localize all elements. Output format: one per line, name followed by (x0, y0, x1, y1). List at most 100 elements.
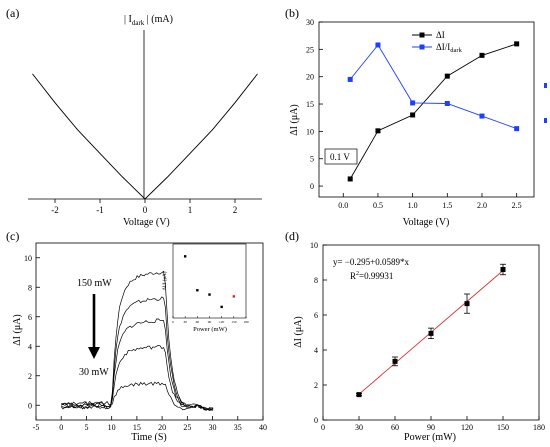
panel-d-xtick-label: 30 (355, 423, 363, 432)
panel-b-xlabel: Voltage (V) (403, 217, 450, 228)
panel-d: (d) 0 30 60 90 120 150 180 0 2 4 6 8 10 ΔI (μA) Powe… (285, 229, 545, 443)
panel-a: (a) | Idark | (mA) -2 -1 0 1 2 Voltage (V) (6, 6, 262, 228)
inset-xlabel: Power (mW) (193, 326, 227, 333)
panel-d-point (392, 358, 398, 364)
panel-d-ylabel: ΔI (μA) (293, 316, 304, 348)
panel-b-annotation-box (324, 148, 358, 165)
inset-point (183, 255, 187, 258)
inset-point (220, 305, 223, 309)
panel-b-right-axis-marks (544, 83, 547, 123)
panel-b-ytick-label: 20 (306, 73, 314, 82)
panel-d-xtick-label: 0 (321, 423, 325, 432)
panel-b-annotation: 0.1 V (330, 152, 350, 162)
panel-c-annotation-150: 150 mW (77, 278, 112, 289)
panel-c-xtick-label: 25 (183, 423, 191, 432)
panel-c-xtick-label: 40 (259, 423, 267, 432)
panel-c-trace-90 (60, 318, 214, 411)
panel-a-curve (32, 73, 258, 200)
panel-a-xlabel: Voltage (V) (123, 217, 170, 228)
panel-b-point-1 (514, 126, 520, 132)
panel-c-ytick-label: 2 (28, 372, 32, 381)
inset-xtick-label: 90 (208, 320, 212, 324)
panel-d-xtick-label: 120 (461, 423, 473, 432)
panel-d-r2: R2=0.99931 (350, 271, 393, 281)
panel-a-ylabel: | Idark | (mA) (124, 14, 173, 27)
panel-b-ytick-label: 25 (306, 45, 314, 54)
panel-c-xtick-label: 30 (209, 423, 217, 432)
panel-b-point-0 (479, 52, 485, 58)
inset-frame (172, 243, 247, 319)
right-axis-mark-2 (544, 118, 547, 123)
panel-b-series-line-1 (349, 44, 517, 130)
panel-d-xtick-label: 180 (533, 423, 545, 432)
inset-xtick-label: 120 (219, 320, 225, 324)
panel-c-xtick-label: 10 (108, 423, 116, 432)
panel-c-xtick-label: 35 (234, 423, 242, 432)
panel-c: (c) -5 0 5 10 15 20 25 30 35 40 0 2 4 6 8 10 ΔI (μA) Ti… (6, 229, 267, 443)
panel-b-xtick-label: 0.0 (338, 201, 348, 210)
panel-c-annotation-30: 30 mW (79, 367, 109, 378)
power-arrow-head (88, 347, 100, 359)
panel-b-point-1 (479, 113, 485, 119)
panel-d-point (356, 392, 362, 398)
panel-b-series-line-0 (349, 43, 517, 180)
panel-d-xlabel: Power (mW) (404, 432, 456, 443)
panel-c-trace-120 (60, 296, 214, 410)
panel-b-xtick-label: 0.5 (373, 201, 383, 210)
legend-label-delta-i-ratio: ΔI/Idark (436, 42, 463, 54)
panel-b-label: (b) (285, 6, 299, 20)
panel-b-ylabel: ΔI (μA) (289, 104, 300, 136)
panel-c-label: (c) (6, 229, 19, 243)
panel-d-equation: y= −0.295+0.0589*x (333, 257, 409, 267)
panel-c-ytick-label: 10 (24, 254, 32, 263)
panel-c-xtick-label: 20 (158, 423, 166, 432)
panel-b-xtick-label: 2.5 (512, 201, 522, 210)
panel-b-point-0 (444, 73, 450, 79)
panel-b-ytick-label: 0 (310, 182, 314, 191)
inset-xtick-label: 150 (231, 320, 237, 324)
panel-c-trace-30 (60, 381, 214, 411)
power-arrow (88, 294, 100, 359)
panel-b-point-0 (410, 112, 416, 118)
panel-c-ytick-label: 0 (28, 401, 32, 410)
legend-label-delta-i: ΔI (436, 30, 445, 40)
panel-a-xtick-label: -1 (96, 205, 104, 215)
inset-ylabel: ΔI/I (μA) (163, 271, 168, 290)
panel-b-xtick-label: 1.5 (442, 201, 452, 210)
panel-a-xtick-label: 2 (233, 205, 238, 215)
panel-b-point-1 (444, 100, 450, 106)
panel-a-xtick-label: 1 (188, 205, 193, 215)
panel-d-xtick-label: 150 (497, 423, 509, 432)
panel-b-frame (318, 21, 535, 198)
panel-b-point-0 (514, 41, 520, 47)
panel-c-ytick-label: 4 (28, 342, 32, 351)
panel-b-point-0 (375, 128, 381, 134)
inset-xtick-label: 60 (196, 320, 200, 324)
panel-d-ytick-label: 6 (314, 311, 318, 320)
panel-c-frame (35, 242, 264, 421)
panel-d-ytick-label: 2 (314, 381, 318, 390)
panel-d-point (428, 330, 434, 336)
panel-b-point-1 (347, 76, 353, 82)
panel-b-point-0 (347, 176, 353, 182)
panel-d-label: (d) (285, 229, 299, 243)
panel-d-ytick-label: 10 (310, 241, 318, 250)
panel-b-xtick-label: 1.0 (408, 201, 418, 210)
inset-xtick-label: 30 (183, 320, 187, 324)
panel-d-ytick-label: 8 (314, 276, 318, 285)
panel-b-ytick-label: 5 (310, 155, 314, 164)
panel-a-xtick-label: 0 (143, 205, 148, 215)
panel-c-xtick-label: 0 (59, 423, 63, 432)
panel-a-xtick-label: -2 (51, 205, 59, 215)
panel-b-ytick-label: 15 (306, 100, 314, 109)
inset-point (232, 295, 236, 298)
panel-c-ytick-label: 6 (28, 313, 32, 322)
panel-c-xtick-label: 15 (133, 423, 141, 432)
right-axis-mark-1 (544, 83, 547, 88)
panel-b-point-1 (375, 42, 381, 48)
panel-d-point (500, 267, 506, 272)
panel-a-label: (a) (6, 6, 19, 20)
panel-d-point (464, 301, 470, 307)
legend-marker-delta-i-ratio (419, 44, 425, 50)
